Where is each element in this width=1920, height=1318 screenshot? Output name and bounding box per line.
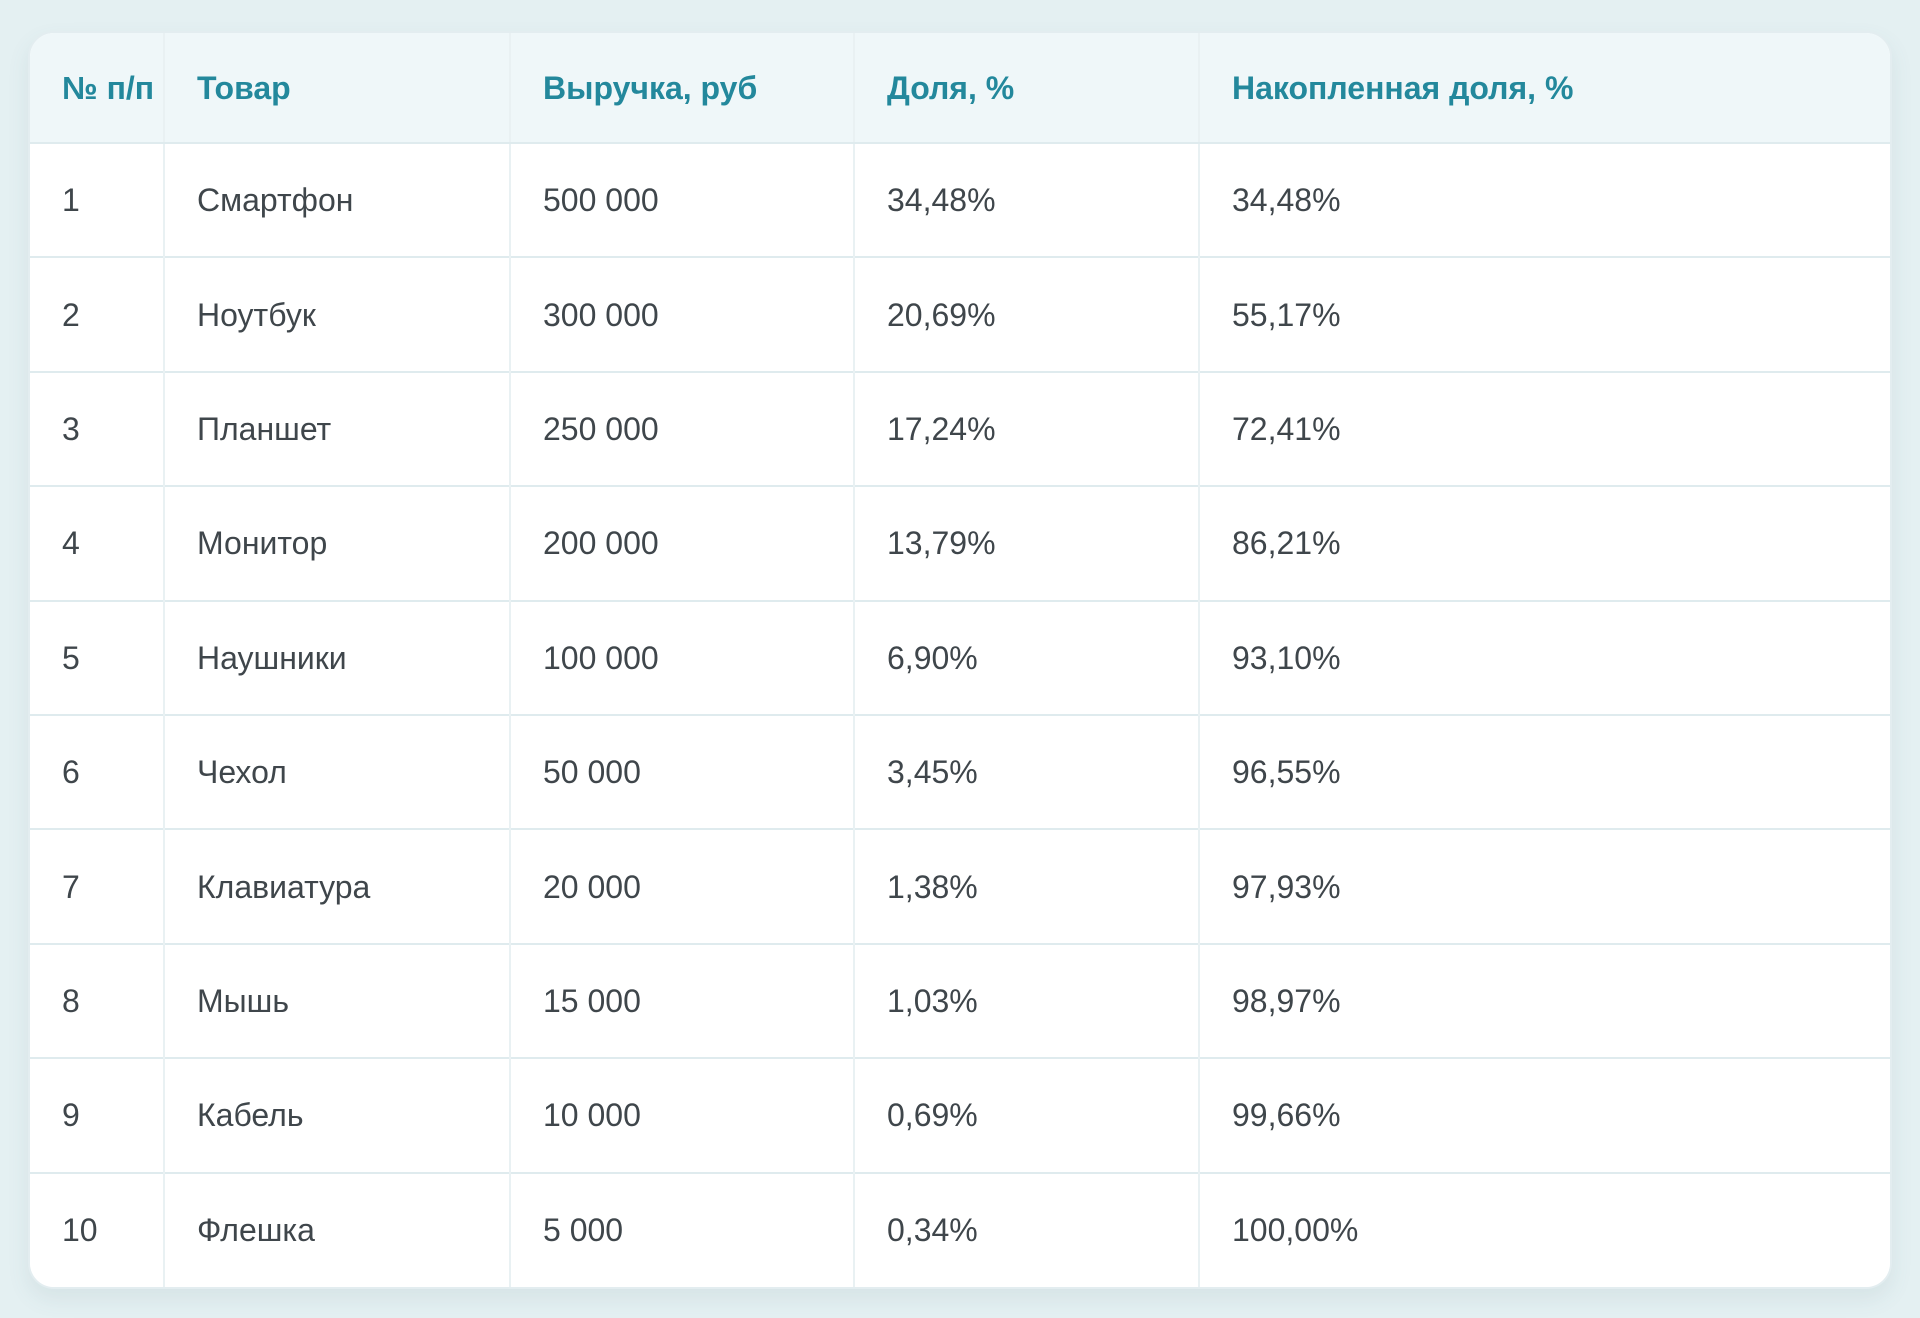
cell-revenue: 250 000 xyxy=(510,370,855,487)
table-row: 9 Кабель 10 000 0,69% 99,66% xyxy=(30,1057,1890,1173)
abc-analysis-table-card: № п/п Товар Выручка, руб Доля, % Накопле… xyxy=(28,31,1892,1289)
cell-share: 0,69% xyxy=(854,1057,1200,1173)
cell-share: 3,45% xyxy=(854,713,1200,830)
table-row: 6 Чехол 50 000 3,45% 96,55% xyxy=(30,713,1890,830)
cell-revenue: 20 000 xyxy=(510,828,855,944)
cell-cumulative: 55,17% xyxy=(1199,256,1890,372)
table-row: 1 Смартфон 500 000 34,48% 34,48% xyxy=(30,143,1890,258)
cell-num: 4 xyxy=(30,485,165,601)
cell-product: Монитор xyxy=(164,485,511,601)
cell-product: Мышь xyxy=(164,942,511,1059)
cell-share: 13,79% xyxy=(854,485,1200,601)
table-body: 1 Смартфон 500 000 34,48% 34,48% 2 Ноутбук 300 … xyxy=(30,143,1890,1287)
cell-share: 20,69% xyxy=(854,256,1200,372)
cell-cumulative: 93,10% xyxy=(1199,599,1890,715)
cell-num: 9 xyxy=(30,1057,165,1173)
cell-share: 34,48% xyxy=(854,143,1200,258)
cell-revenue: 5 000 xyxy=(510,1171,855,1287)
cell-revenue: 50 000 xyxy=(510,713,855,830)
cell-product: Наушники xyxy=(164,599,511,715)
cell-cumulative: 98,97% xyxy=(1199,942,1890,1059)
cell-product: Флешка xyxy=(164,1171,511,1287)
table-row: 10 Флешка 5 000 0,34% 100,00% xyxy=(30,1171,1890,1287)
cell-cumulative: 86,21% xyxy=(1199,485,1890,601)
table-row: 4 Монитор 200 000 13,79% 86,21% xyxy=(30,485,1890,601)
cell-cumulative: 96,55% xyxy=(1199,713,1890,830)
cell-share: 0,34% xyxy=(854,1171,1200,1287)
table-row: 7 Клавиатура 20 000 1,38% 97,93% xyxy=(30,828,1890,944)
cell-share: 1,03% xyxy=(854,942,1200,1059)
cell-product: Планшет xyxy=(164,370,511,487)
table-row: 3 Планшет 250 000 17,24% 72,41% xyxy=(30,370,1890,487)
cell-cumulative: 97,93% xyxy=(1199,828,1890,944)
cell-num: 7 xyxy=(30,828,165,944)
cell-product: Ноутбук xyxy=(164,256,511,372)
cell-cumulative: 34,48% xyxy=(1199,143,1890,258)
table-row: 8 Мышь 15 000 1,03% 98,97% xyxy=(30,942,1890,1059)
cell-share: 17,24% xyxy=(854,370,1200,487)
cell-revenue: 200 000 xyxy=(510,485,855,601)
cell-num: 3 xyxy=(30,370,165,487)
table-header-row: № п/п Товар Выручка, руб Доля, % Накопле… xyxy=(30,33,1890,144)
header-cumulative: Накопленная доля, % xyxy=(1199,33,1890,144)
cell-cumulative: 100,00% xyxy=(1199,1171,1890,1287)
header-revenue: Выручка, руб xyxy=(510,33,855,144)
header-number: № п/п xyxy=(30,33,165,144)
cell-cumulative: 72,41% xyxy=(1199,370,1890,487)
cell-num: 2 xyxy=(30,256,165,372)
cell-revenue: 500 000 xyxy=(510,143,855,258)
cell-num: 5 xyxy=(30,599,165,715)
cell-cumulative: 99,66% xyxy=(1199,1057,1890,1173)
cell-product: Кабель xyxy=(164,1057,511,1173)
cell-revenue: 15 000 xyxy=(510,942,855,1059)
cell-revenue: 300 000 xyxy=(510,256,855,372)
cell-revenue: 100 000 xyxy=(510,599,855,715)
cell-product: Смартфон xyxy=(164,143,511,258)
header-share: Доля, % xyxy=(854,33,1200,144)
header-product: Товар xyxy=(164,33,511,144)
cell-num: 10 xyxy=(30,1171,165,1287)
cell-product: Клавиатура xyxy=(164,828,511,944)
cell-revenue: 10 000 xyxy=(510,1057,855,1173)
cell-product: Чехол xyxy=(164,713,511,830)
table-row: 5 Наушники 100 000 6,90% 93,10% xyxy=(30,599,1890,715)
cell-share: 6,90% xyxy=(854,599,1200,715)
cell-num: 1 xyxy=(30,143,165,258)
abc-analysis-table: № п/п Товар Выручка, руб Доля, % Накопле… xyxy=(30,33,1890,1287)
cell-num: 8 xyxy=(30,942,165,1059)
table-row: 2 Ноутбук 300 000 20,69% 55,17% xyxy=(30,256,1890,372)
cell-num: 6 xyxy=(30,713,165,830)
table-header: № п/п Товар Выручка, руб Доля, % Накопле… xyxy=(30,33,1890,144)
cell-share: 1,38% xyxy=(854,828,1200,944)
